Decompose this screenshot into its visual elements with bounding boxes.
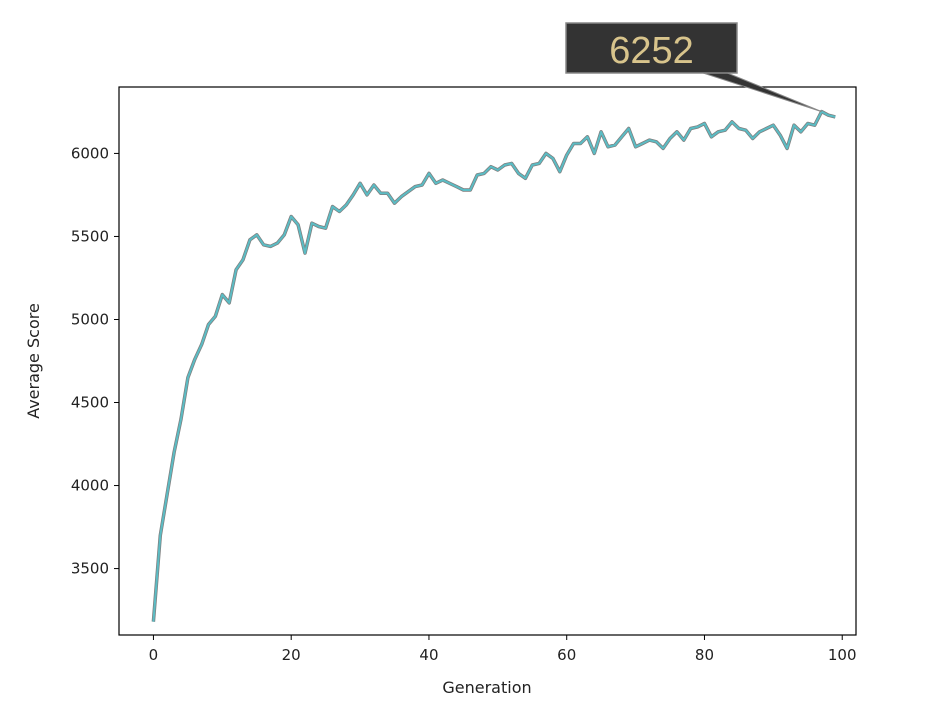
x-tick-label: 40 — [419, 646, 438, 664]
x-tick-label: 20 — [282, 646, 301, 664]
data-lines — [151, 109, 836, 622]
peak-annotation: 6252 — [565, 22, 822, 113]
x-tick-label: 80 — [695, 646, 714, 664]
y-tick-label: 6000 — [71, 144, 109, 162]
y-tick-label: 5000 — [71, 310, 109, 328]
y-axis-label: Average Score — [24, 303, 43, 419]
plot-area — [118, 86, 857, 636]
x-tick-label: 100 — [828, 646, 857, 664]
x-tick-label: 0 — [149, 646, 159, 664]
x-axis-label: Generation — [442, 678, 531, 697]
y-tick-label: 4000 — [71, 477, 109, 495]
y-tick-label: 4500 — [71, 394, 109, 412]
y-axis-ticks: 3500 4000 4500 5000 5500 6000 — [71, 144, 119, 578]
series-line — [152, 110, 836, 622]
y-tick-label: 5500 — [71, 227, 109, 245]
x-axis-ticks: 0 20 40 60 80 100 — [149, 635, 857, 664]
annotation-box — [565, 22, 738, 74]
annotation-value: 6252 — [609, 30, 694, 72]
y-tick-label: 3500 — [71, 560, 109, 578]
x-tick-label: 60 — [557, 646, 576, 664]
